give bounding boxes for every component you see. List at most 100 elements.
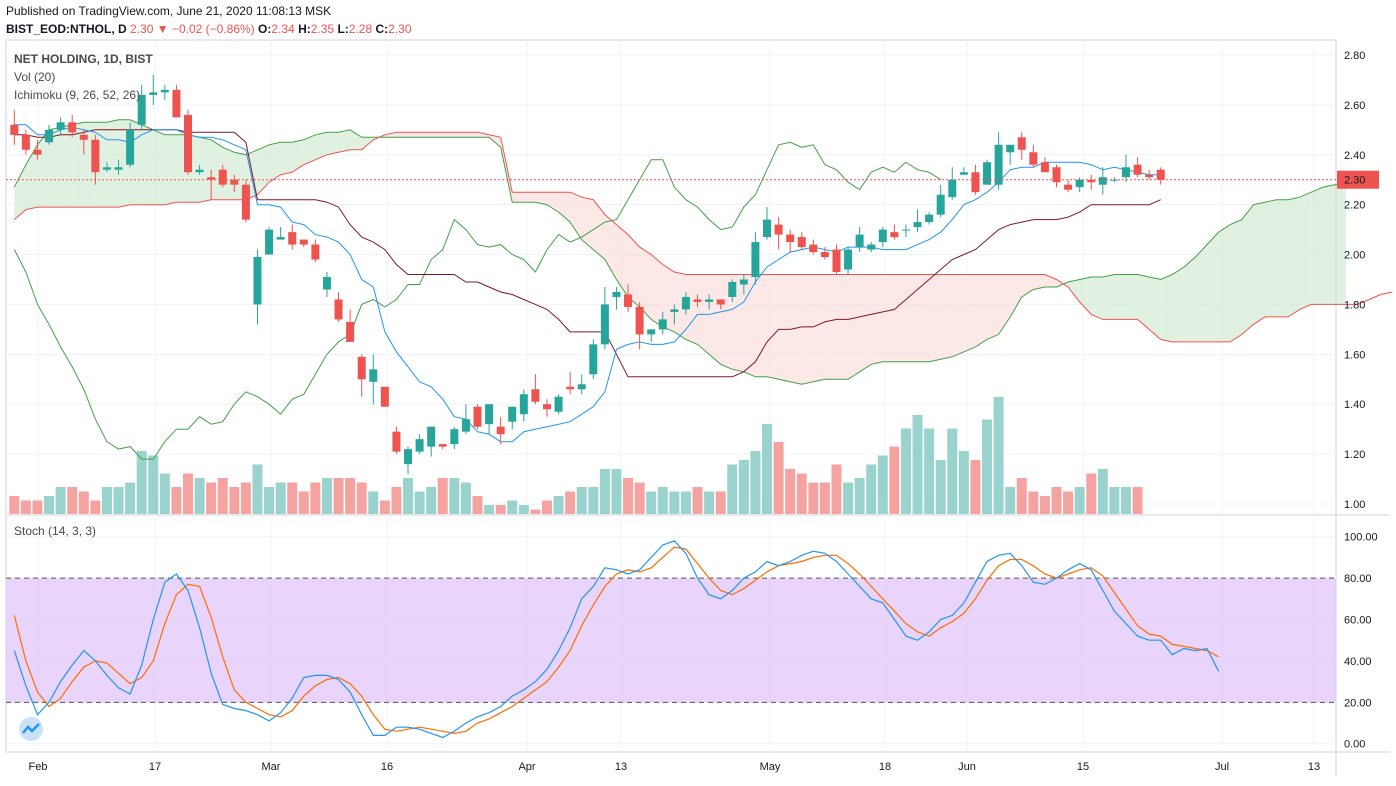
stoch-legend[interactable]: Stoch (14, 3, 3) (14, 524, 97, 538)
volume-bar (414, 491, 425, 514)
cloud-segment (732, 274, 744, 372)
volume-bar (877, 455, 888, 514)
cloud-segment (500, 137, 513, 203)
candle-body (809, 244, 818, 253)
candle-body (844, 249, 853, 270)
price-change: −0.02 (−0.86%) (171, 22, 255, 36)
cloud-segment (1125, 274, 1138, 320)
cloud-segment (1102, 274, 1115, 320)
volume-bar (727, 464, 738, 514)
volume-bar (773, 442, 784, 514)
candle-body (589, 344, 598, 375)
volume-bar (460, 482, 471, 514)
candle-body (751, 242, 760, 277)
volume-bar (1109, 487, 1120, 514)
candle-body (10, 124, 19, 135)
time-tick-label: Jul (1215, 761, 1229, 773)
time-tick-label: May (760, 761, 781, 773)
ichimoku-legend[interactable]: Ichimoku (9, 26, 52, 26) (14, 88, 141, 102)
cloud-segment (882, 274, 895, 362)
published-info: Published on TradingView.com, June 21, 2… (6, 4, 332, 18)
candle-body (427, 426, 436, 447)
volume-bar (310, 482, 321, 514)
volume-bar (90, 500, 101, 514)
candle-body (114, 167, 123, 170)
volume-bar (159, 473, 170, 514)
cloud-segment (755, 274, 767, 377)
cloud-segment (1322, 184, 1335, 305)
candle-body (971, 172, 980, 193)
volume-bar (391, 487, 402, 514)
chart-title: NET HOLDING, 1D, BIST (14, 52, 153, 66)
candle-body (45, 129, 54, 143)
cloud-segment (1137, 274, 1150, 330)
cloud-segment (1160, 274, 1173, 342)
cloud-segment (164, 134, 177, 205)
cloud-segment (535, 192, 547, 205)
volume-bar (55, 487, 66, 514)
candle-body (1006, 144, 1015, 153)
volume-bar (1016, 478, 1027, 514)
volume-bar (437, 478, 448, 514)
volume-legend[interactable]: Vol (20) (14, 70, 56, 84)
candle-body (855, 234, 864, 248)
low-value: 2.28 (348, 22, 373, 36)
stoch-band (6, 578, 1336, 703)
volume-bar (518, 505, 529, 514)
volume-bar (738, 460, 749, 514)
cloud-segment (628, 234, 640, 307)
volume-bar (171, 487, 182, 514)
cloud-segment (396, 132, 409, 138)
cloud-segment (987, 274, 999, 340)
volume-bar (750, 451, 761, 514)
cloud-segment (604, 214, 617, 280)
volume-bar (599, 469, 610, 514)
cloud-segment (269, 142, 281, 183)
cloud-segment (952, 274, 964, 357)
volume-bar (449, 478, 460, 514)
candle-body (994, 144, 1003, 185)
symbol-header: BIST_EOD:NTHOL, D 2.30 ▼ −0.02 (−0.86%) … (6, 22, 412, 36)
volume-bar (1074, 487, 1085, 514)
volume-bar (194, 478, 205, 514)
candle-body (542, 404, 551, 410)
candle-body (21, 134, 30, 150)
volume-bar (67, 487, 78, 514)
volume-bar (785, 469, 796, 514)
cloud-segment (801, 274, 814, 385)
volume-bar (912, 415, 923, 514)
cloud-segment (25, 144, 38, 210)
volume-bar (472, 496, 483, 514)
candle-body (577, 384, 586, 390)
candle-body (983, 162, 992, 185)
volume-bar (148, 455, 159, 514)
cloud-segment (917, 274, 930, 362)
candle-body (519, 394, 528, 415)
volume-bar (9, 496, 20, 514)
candle-body (438, 444, 447, 447)
cloud-segment (350, 129, 362, 150)
price-tick-label: 2.20 (1344, 200, 1365, 212)
candle-body (728, 281, 737, 297)
volume-bar (113, 487, 124, 514)
volume-bar (993, 397, 1004, 514)
volume-bar (287, 482, 298, 514)
volume-bar (1132, 487, 1143, 514)
volume-bar (252, 464, 263, 514)
volume-bar (576, 487, 587, 514)
cloud-segment (454, 132, 466, 138)
cloud-segment (49, 127, 61, 208)
volume-bar (1039, 496, 1050, 514)
volume-bar (680, 491, 691, 514)
candle-body (600, 304, 609, 345)
candle-body (334, 299, 343, 320)
candle-body (473, 406, 482, 427)
volume-bar (553, 496, 564, 514)
volume-bar (530, 509, 541, 514)
candle-body (1121, 167, 1130, 178)
stoch-tick-label: 100.00 (1344, 532, 1378, 544)
cloud-segment (616, 224, 629, 297)
volume-bar (669, 491, 680, 514)
volume-bar (78, 491, 89, 514)
